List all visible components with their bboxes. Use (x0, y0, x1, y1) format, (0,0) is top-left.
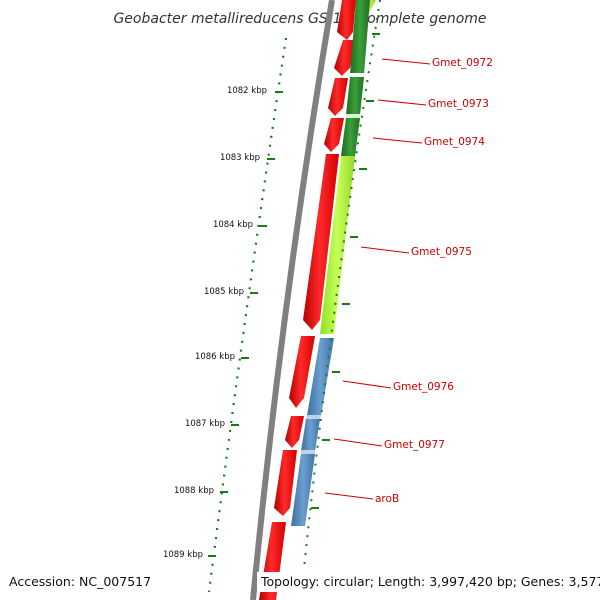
gene-label-text[interactable]: Gmet_0975 (411, 246, 472, 258)
gene-block-gmet-0973 (346, 77, 364, 115)
gene-block-arob (291, 454, 315, 526)
cds-arrow (274, 450, 297, 516)
gene-label-gmet-0973[interactable]: Gmet_0973 (377, 98, 489, 110)
tick-group-1088: 1088 kbp (174, 486, 228, 496)
gene-block-gmet-0975 (320, 156, 355, 334)
gene-block-gmet-0972 (350, 0, 370, 74)
gene-divider (350, 73, 364, 77)
genome-backbone (250, 0, 335, 600)
accession-text: Accession: NC_007517 (9, 574, 151, 589)
tick-label: 1085 kbp (204, 287, 244, 297)
tick-group-1086: 1086 kbp (195, 352, 249, 362)
tick-label: 1083 kbp (220, 153, 260, 163)
cds-arrow (324, 118, 344, 152)
tick-group-1089: 1089 kbp (163, 550, 216, 560)
cds-arrow (328, 78, 348, 116)
gene-label-text[interactable]: aroB (375, 493, 399, 505)
gene-label-text[interactable]: Gmet_0976 (393, 381, 454, 393)
gene-label-text[interactable]: Gmet_0973 (428, 98, 489, 110)
gene-block-gmet-0974 (341, 118, 360, 156)
gene-label-text[interactable]: Gmet_0974 (424, 136, 485, 148)
tick-group-1084: 1084 kbp (213, 220, 267, 230)
cds-arrow (289, 336, 315, 408)
gene-label-gmet-0975[interactable]: Gmet_0975 (360, 246, 472, 258)
gene-label-text[interactable]: Gmet_0977 (384, 439, 445, 451)
leader-line (360, 246, 410, 254)
gene-track (291, 0, 376, 526)
leader-line (377, 99, 427, 106)
leader-line (324, 492, 374, 500)
tick-label: 1084 kbp (213, 220, 253, 230)
gene-label-gmet-0976[interactable]: Gmet_0976 (342, 380, 454, 393)
outer-tick-marks (311, 33, 380, 509)
topology-bg (257, 572, 594, 592)
cds-arrow (334, 40, 356, 76)
topology-footer: Topology: circular; Length: 3,997,420 bp… (257, 572, 600, 592)
tick-group-1087: 1087 kbp (185, 419, 239, 429)
leader-line (372, 137, 423, 144)
gene-divider (346, 114, 360, 118)
tick-label: 1087 kbp (185, 419, 225, 429)
accession-footer: Accession: NC_007517 (4, 572, 151, 592)
map-title: Geobacter metallireducens GS-15, complet… (113, 11, 486, 27)
cds-arrow (337, 0, 356, 40)
gene-label-gmet-0977[interactable]: Gmet_0977 (333, 438, 445, 451)
leader-line (381, 58, 431, 65)
tick-label: 1089 kbp (163, 550, 203, 560)
gene-label-text[interactable]: Gmet_0972 (432, 57, 493, 69)
gene-label-gmet-0972[interactable]: Gmet_0972 (381, 57, 493, 69)
leader-line (342, 380, 392, 389)
gene-block-gmet-0976 (307, 338, 334, 416)
leader-line (333, 438, 383, 447)
tick-group-1085: 1085 kbp (204, 287, 258, 297)
tick-group-1083: 1083 kbp (220, 153, 275, 163)
tick-label: 1086 kbp (195, 352, 235, 362)
accession-bg (4, 572, 150, 592)
ruler-track (207, 37, 288, 593)
tick-label: 1082 kbp (227, 86, 267, 96)
cds-track (259, 0, 356, 600)
gene-block-gmet-0977 (301, 419, 320, 451)
gene-divider (301, 450, 315, 454)
topology-text: Topology: circular; Length: 3,997,420 bp… (260, 574, 600, 589)
tick-group-1082: 1082 kbp (227, 86, 283, 96)
tick-label: 1088 kbp (174, 486, 214, 496)
gene-label-gmet-0974[interactable]: Gmet_0974 (372, 136, 485, 148)
cds-arrow (285, 416, 304, 448)
gene-label-arob[interactable]: aroB (324, 492, 399, 505)
gene-divider (306, 415, 321, 419)
cds-arrow (303, 154, 339, 330)
